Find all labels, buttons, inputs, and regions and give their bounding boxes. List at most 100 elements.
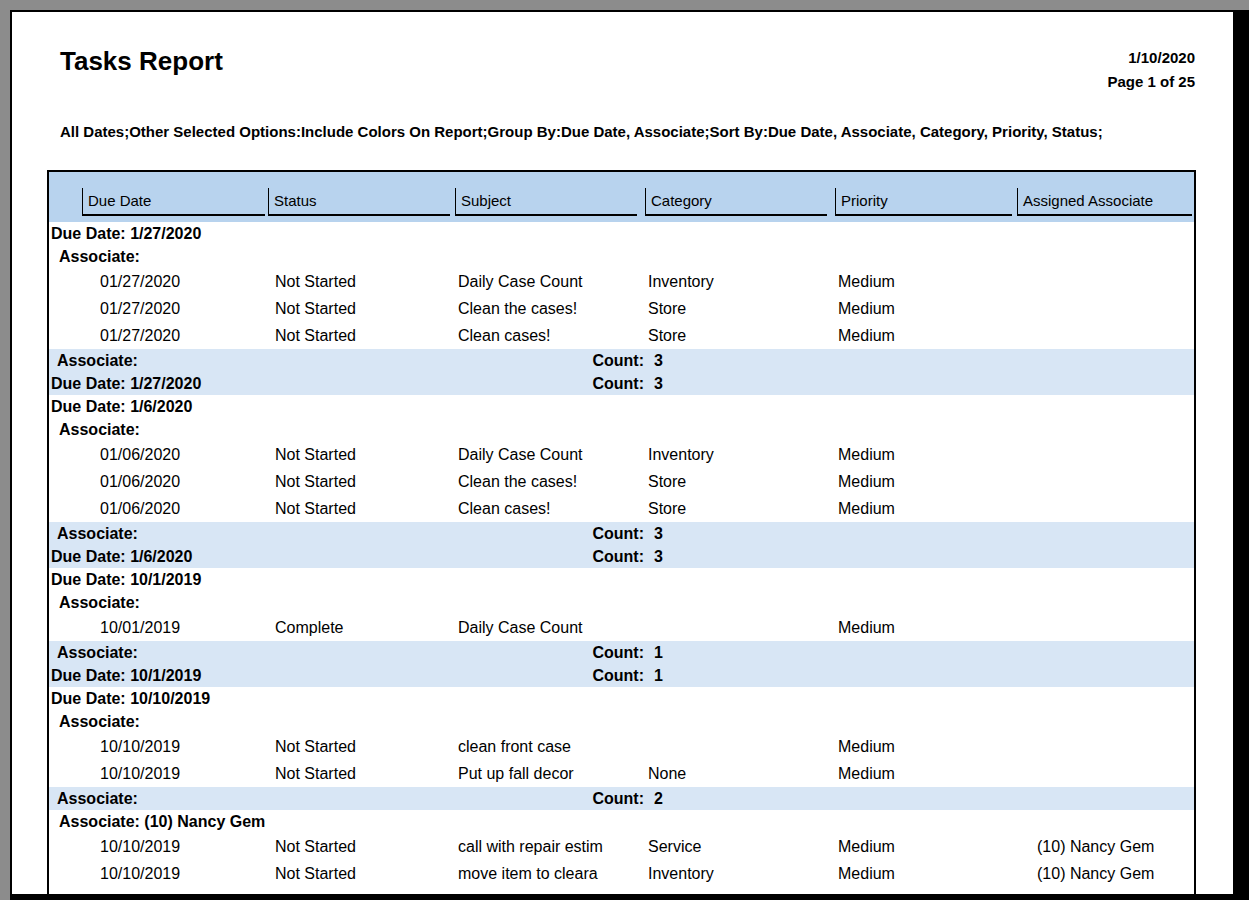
cell-subject: call with repair estim [458,833,644,860]
task-row: 10/10/2019Not Startedmove item to cleara… [49,860,1194,887]
count-row: Due Date: 10/1/2019Count:1 [49,664,1194,687]
report-viewer: { "page": { "title": "Tasks Report", "da… [0,0,1249,900]
cell-status: Complete [275,614,453,641]
report-date: 1/10/2020 [1107,46,1195,70]
cell-due-date: 10/01/2019 [100,614,270,641]
group-label: Due Date: 10/10/2019 [51,687,551,710]
count-row: Associate:Count:3 [49,349,1194,372]
group-label: Due Date: 1/6/2020 [51,395,551,418]
cell-due-date: 10/10/2019 [100,760,270,787]
group-header-associate: Associate: (10) Nancy Gem [49,810,1194,833]
group-label: Associate: [59,710,559,733]
task-row: 10/10/2019 Not Started [49,887,1194,895]
group-header-associate: Associate: [49,591,1194,614]
cell-assigned-associate: (10) Nancy Gem [1037,860,1192,887]
group-header-associate: Associate: [49,245,1194,268]
count-group-label: Due Date: 1/27/2020 [51,372,511,395]
cell-due-date: 10/10/2019 [100,887,270,895]
count-row: Associate: Count: 3 [49,522,1194,545]
cell-status: Not Started [275,760,453,787]
count-group-label: Associate: [57,349,517,372]
cell-category: Inventory [648,441,832,468]
group-header-associate: Associate: [49,710,1194,733]
column-header-due-date: Due Date [82,188,265,216]
column-header-category: Category [645,188,827,216]
cell-priority: Medium [838,760,1012,787]
cell-subject: clean front case [458,733,644,760]
cell-category: Store [648,295,832,322]
count-value: 2 [654,787,714,810]
count-label: Count: [529,545,644,568]
cell-status: Not Started [275,887,453,895]
cell-subject: Daily Case Count [458,268,644,295]
cell-status: Not Started [275,268,453,295]
cell-priority: Medium [838,468,1012,495]
cell-subject: Clean cases! [458,495,644,522]
column-header-status: Status [268,188,450,216]
cell-priority: Medium [838,441,1012,468]
cell-category: Inventory [648,860,832,887]
cell-status: Not Started [275,322,453,349]
cell-category: Service [648,833,832,860]
group-label: Associate: [59,418,559,441]
count-label: Count: [529,372,644,395]
tasks-table: Due DateStatusSubjectCategoryPriorityAss… [47,170,1196,895]
page-indicator: Page 1 of 25 [1107,70,1195,94]
column-header-subject: Subject [455,188,637,216]
column-header-assigned-associate: Assigned Associate [1017,188,1192,216]
count-value: 3 [654,522,714,545]
cell-priority: Medium [838,268,1012,295]
cell-category: Inventory [648,268,832,295]
cell-priority: Medium [838,733,1012,760]
cell-due-date: 01/06/2020 [100,468,270,495]
task-row: 10/10/2019Not Startedclean front caseMed… [49,733,1194,760]
column-header-priority: Priority [835,188,1012,216]
report-title: Tasks Report [60,46,223,77]
task-row: 01/06/2020Not StartedClean cases!StoreMe… [49,495,1194,522]
count-value: 1 [654,641,714,664]
cell-due-date: 01/06/2020 [100,495,270,522]
task-row: 01/27/2020Not StartedClean cases!StoreMe… [49,322,1194,349]
report-options-line: All Dates;Other Selected Options:Include… [60,120,1185,143]
cell-status: Not Started [275,468,453,495]
count-value: 3 [654,372,714,395]
count-group-label: Due Date: 10/1/2019 [51,664,511,687]
cell-due-date: 01/27/2020 [100,322,270,349]
count-label: Count: [529,641,644,664]
report-page: Tasks Report 1/10/2020 Page 1 of 25 All … [10,10,1249,900]
cell-due-date: 01/06/2020 [100,441,270,468]
cell-priority: Medium [838,495,1012,522]
cell-subject: Daily Case Count [458,614,644,641]
count-group-label: Associate: [57,522,517,545]
task-row: 10/10/2019Not Startedcall with repair es… [49,833,1194,860]
cell-due-date: 10/10/2019 [100,833,270,860]
cell-subject: Clean cases! [458,322,644,349]
cell-subject: Put up fall decor [458,760,644,787]
cell-due-date: 10/10/2019 [100,860,270,887]
count-label: Count: [529,522,644,545]
count-group-label: Due Date: 1/6/2020 [51,545,511,568]
task-row: 01/27/2020Not StartedDaily Case CountInv… [49,268,1194,295]
cell-subject: move item to cleara [458,860,644,887]
group-label: Associate: [59,591,559,614]
cell-subject: Clean the cases! [458,468,644,495]
group-header-associate: Associate: [49,418,1194,441]
group-header-due-date: Due Date: 10/10/2019 [49,687,1194,710]
task-row: 10/10/2019Not StartedPut up fall decorNo… [49,760,1194,787]
count-label: Count: [529,787,644,810]
task-row: 01/06/2020Not StartedDaily Case CountInv… [49,441,1194,468]
cell-status: Not Started [275,833,453,860]
cell-status: Not Started [275,295,453,322]
cell-assigned-associate: (10) Nancy Gem [1037,833,1192,860]
count-value: 3 [654,349,714,372]
group-label: Due Date: 10/1/2019 [51,568,551,591]
cell-category: Store [648,468,832,495]
task-row: 01/27/2020Not StartedClean the cases!Sto… [49,295,1194,322]
group-header-due-date: Due Date: 10/1/2019 [49,568,1194,591]
group-label: Associate: (10) Nancy Gem [59,810,559,833]
cell-subject: Clean the cases! [458,295,644,322]
cell-priority: Medium [838,860,1012,887]
group-header-due-date: Due Date: 1/27/2020 [49,222,1194,245]
cell-due-date: 10/10/2019 [100,733,270,760]
cell-priority: Medium [838,295,1012,322]
